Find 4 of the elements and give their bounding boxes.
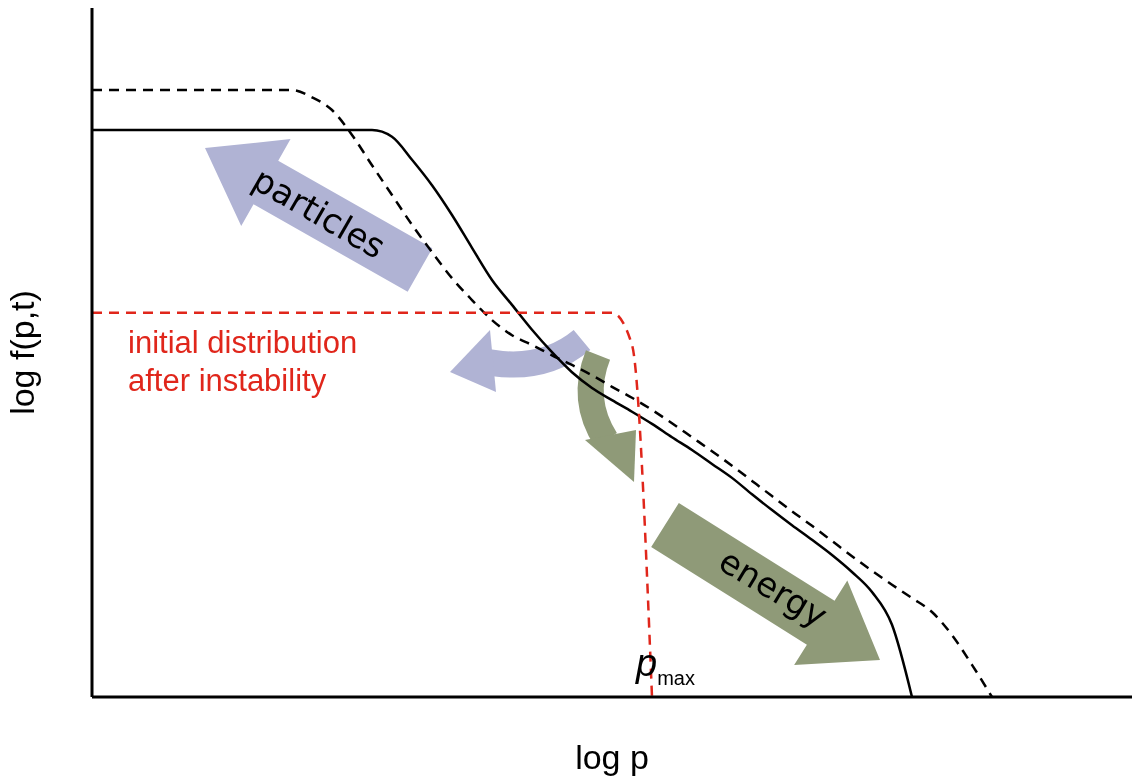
x-axis-title: log p	[575, 738, 649, 776]
annotation: initial distribution after instability	[128, 324, 359, 400]
y-axis-title: log f(p,t)	[3, 290, 42, 415]
annotation: p$_{max}$	[636, 642, 695, 690]
